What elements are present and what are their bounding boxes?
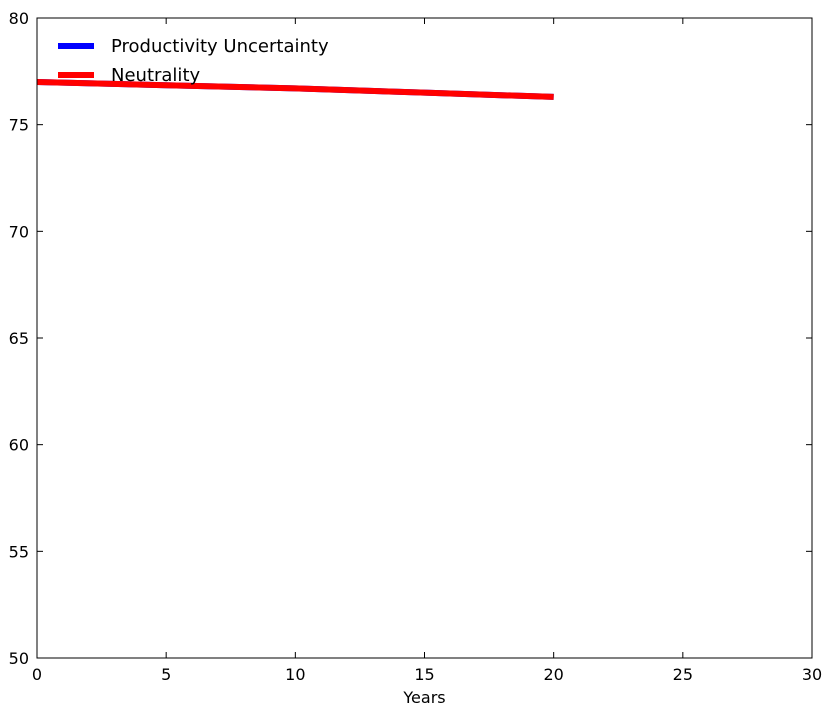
x-tick-label: 10 [285, 665, 305, 684]
series-line-2 [36, 79, 554, 100]
y-tick-label: 55 [9, 542, 29, 561]
x-tick-label: 0 [32, 665, 42, 684]
legend-label: Productivity Uncertainty [111, 36, 329, 57]
x-tick-label: 5 [161, 665, 171, 684]
legend: Productivity Uncertainty Neutrality [58, 36, 329, 86]
x-tick-label: 20 [543, 665, 563, 684]
y-tick-label: 50 [9, 649, 29, 668]
series-layer [36, 79, 554, 100]
y-tick-label: 65 [9, 329, 29, 348]
x-tick-label: 25 [673, 665, 693, 684]
x-tick-label: 15 [414, 665, 434, 684]
x-axis-label: Years [402, 688, 445, 707]
y-tick-label: 75 [9, 116, 29, 135]
legend-label: Neutrality [111, 65, 200, 86]
y-tick-label: 60 [9, 436, 29, 455]
y-tick-label: 80 [9, 9, 29, 28]
y-tick-label: 70 [9, 222, 29, 241]
axis-ticks: 0 5 10 15 20 25 30 50 55 60 65 70 75 80 [9, 9, 823, 684]
x-tick-label: 30 [802, 665, 822, 684]
